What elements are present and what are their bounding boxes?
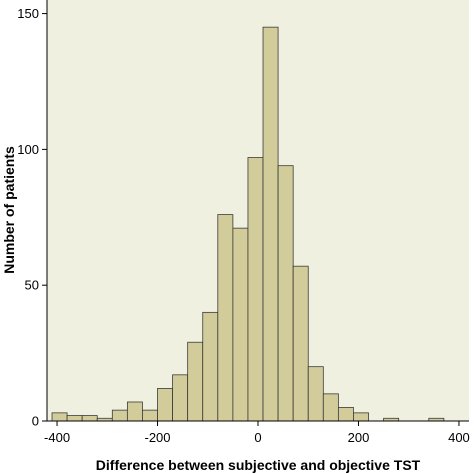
- y-tick-label: 100: [17, 142, 39, 157]
- histogram-bar: [277, 165, 294, 422]
- ticks-group: -400 -200 0 200 400 0 50 100 150: [17, 6, 470, 445]
- histogram-bar: [66, 415, 83, 422]
- histogram-bar: [337, 407, 354, 422]
- histogram-bar: [81, 415, 98, 422]
- histogram-bar: [202, 311, 219, 422]
- histogram-bar: [157, 388, 173, 422]
- histogram-bar: [126, 401, 143, 422]
- bars-group: [51, 26, 445, 422]
- y-tick-label: 150: [17, 6, 39, 21]
- histogram-bar: [247, 157, 264, 422]
- histogram-bar: [292, 265, 309, 422]
- x-tick-label: 200: [348, 430, 370, 445]
- histogram-bar: [307, 366, 324, 422]
- y-tick-label: 50: [25, 278, 39, 293]
- x-tick-label: 400: [448, 430, 470, 445]
- histogram-bar: [262, 26, 279, 422]
- histogram-bar: [217, 214, 234, 422]
- histogram-bar: [353, 412, 369, 422]
- y-tick-label: 0: [32, 414, 39, 429]
- histogram-bar: [172, 374, 189, 422]
- x-axis-label: Difference between subjective and object…: [96, 457, 421, 473]
- histogram-bar: [111, 409, 128, 422]
- histogram-bar: [187, 341, 204, 422]
- x-tick-label: -200: [145, 430, 171, 445]
- histogram-bar: [322, 393, 339, 422]
- x-tick-label: 0: [254, 430, 261, 445]
- histogram-bar: [232, 227, 249, 422]
- y-axis-label: Number of patients: [1, 146, 17, 274]
- histogram-bar: [142, 409, 158, 422]
- histogram-bar: [51, 412, 68, 422]
- x-tick-label: -400: [44, 430, 70, 445]
